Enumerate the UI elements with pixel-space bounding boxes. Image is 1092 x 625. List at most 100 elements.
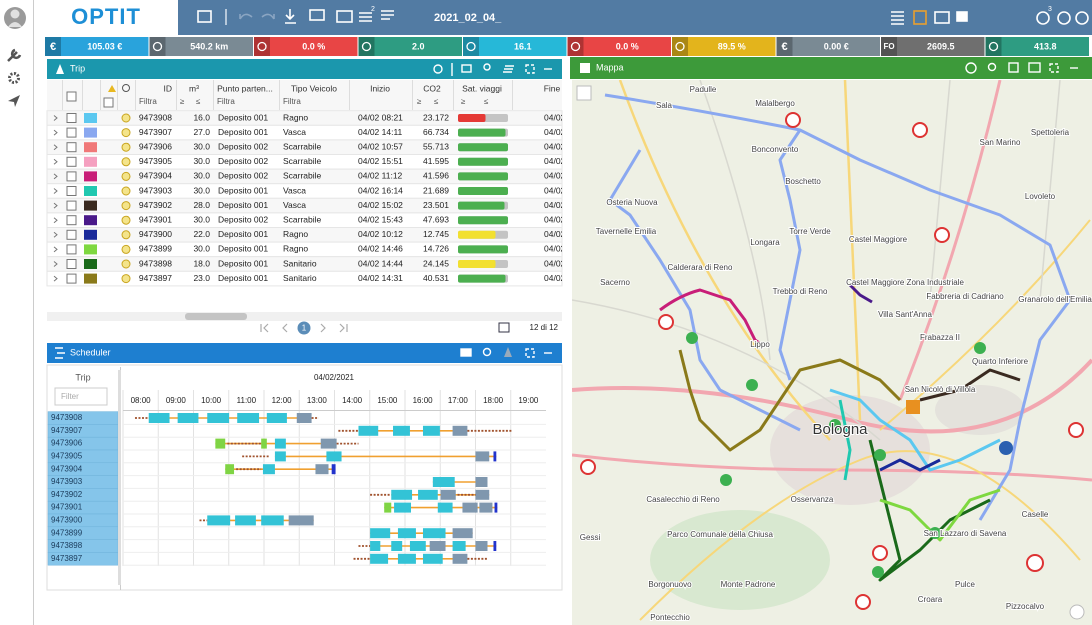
current-page[interactable] (297, 321, 311, 335)
expand-icon[interactable] (525, 64, 535, 74)
filter-cell[interactable]: Filtra (283, 97, 301, 106)
trip-filter[interactable] (54, 387, 108, 406)
row-checkbox[interactable] (66, 171, 77, 182)
prev-page[interactable] (282, 323, 288, 333)
sort-icon[interactable] (381, 10, 394, 20)
activity-bar[interactable] (422, 528, 446, 539)
activity-bar[interactable] (215, 438, 226, 449)
activity-bar[interactable] (288, 515, 314, 526)
expand-arrow[interactable] (53, 202, 58, 209)
globe-icon[interactable] (1075, 11, 1089, 25)
activity-bar[interactable] (177, 413, 199, 423)
monitor-icon[interactable] (309, 9, 325, 21)
expand-arrow[interactable] (53, 261, 58, 267)
activity-bar[interactable] (261, 515, 284, 526)
filter-cell[interactable]: Filtra (139, 97, 157, 106)
expand-arrow[interactable] (53, 246, 58, 253)
marker[interactable] (720, 474, 732, 486)
activity-bar[interactable] (452, 553, 468, 564)
truck-icon[interactable] (461, 64, 472, 73)
activity-bar[interactable] (391, 489, 413, 500)
filter-cell[interactable]: ≥ (417, 97, 422, 106)
activity-bar[interactable] (393, 425, 410, 436)
map[interactable]: Padulle Malalbergo Sala Bonconvento San Mari… (572, 80, 1092, 625)
info-icon[interactable] (965, 62, 977, 74)
pin-icon[interactable] (483, 63, 491, 71)
search-icon[interactable] (987, 62, 997, 72)
activity-bar[interactable] (331, 464, 336, 475)
expand-arrow[interactable] (53, 217, 58, 224)
activity-bar[interactable] (475, 477, 488, 487)
list-icon[interactable] (359, 12, 372, 22)
expand-arrow[interactable] (53, 129, 58, 136)
activity-bar[interactable] (397, 553, 416, 564)
message-icon[interactable] (934, 11, 950, 24)
expand-icon[interactable] (1049, 63, 1059, 73)
activity-bar[interactable] (432, 477, 455, 487)
activity-bar[interactable] (475, 541, 488, 551)
activity-bar[interactable] (235, 515, 256, 526)
row-checkbox[interactable] (66, 200, 77, 211)
undo-icon[interactable] (239, 13, 253, 20)
activity-bar[interactable] (452, 528, 473, 539)
marker[interactable] (686, 332, 698, 344)
activity-bar[interactable] (261, 438, 267, 449)
row-checkbox[interactable] (66, 244, 77, 255)
activity-bar[interactable] (237, 413, 260, 423)
activity-bar[interactable] (493, 541, 497, 551)
zoom-in[interactable] (576, 85, 592, 101)
activity-bar[interactable] (475, 489, 490, 500)
filter-box[interactable] (103, 97, 114, 108)
row-checkbox[interactable] (66, 273, 77, 284)
row-checkbox[interactable] (66, 229, 77, 240)
activity-bar[interactable] (437, 502, 453, 513)
lines-icon[interactable] (503, 65, 514, 73)
activity-bar[interactable] (225, 464, 235, 475)
redo-icon[interactable] (261, 13, 275, 20)
screen-icon[interactable] (1028, 62, 1041, 73)
activity-bar[interactable] (394, 502, 411, 513)
expand-icon[interactable] (525, 348, 535, 358)
activity-bar[interactable] (391, 541, 403, 551)
activity-bar[interactable] (418, 489, 438, 500)
activity-bar[interactable] (493, 451, 497, 462)
expand-arrow[interactable] (53, 275, 58, 282)
truck-marker[interactable] (999, 441, 1013, 455)
row-checkbox[interactable] (66, 127, 77, 138)
filter-cell[interactable]: ≤ (434, 97, 439, 106)
search-icon[interactable] (482, 347, 492, 357)
expand-arrow[interactable] (53, 144, 58, 151)
activity-bar[interactable] (422, 553, 443, 564)
settings-icon[interactable] (8, 72, 20, 84)
tools-icon[interactable] (7, 48, 22, 62)
filter-cell[interactable]: ≥ (180, 97, 185, 106)
filter-cell[interactable]: Filtra (217, 97, 235, 106)
activity-bar[interactable] (207, 413, 230, 423)
activity-bar[interactable] (475, 451, 490, 462)
truck-icon[interactable] (460, 348, 472, 357)
navigation-icon[interactable] (8, 95, 20, 107)
activity-bar[interactable] (320, 438, 337, 449)
login-icon[interactable] (1008, 62, 1019, 73)
activity-bar[interactable] (494, 502, 498, 513)
marker[interactable] (746, 379, 758, 391)
filter-cell[interactable]: ≥ (461, 97, 466, 106)
activity-bar[interactable] (479, 502, 493, 513)
activity-bar[interactable] (326, 451, 342, 462)
depot-marker[interactable] (906, 400, 920, 414)
marker[interactable] (872, 566, 884, 578)
row-checkbox[interactable] (66, 259, 77, 269)
activity-bar[interactable] (462, 502, 478, 513)
activity-bar[interactable] (148, 413, 170, 423)
activity-bar[interactable] (384, 502, 392, 513)
timer-icon[interactable] (1036, 11, 1050, 25)
table-row[interactable] (46, 270, 563, 287)
activity-bar[interactable] (262, 464, 275, 475)
expand-arrow[interactable] (53, 188, 58, 194)
filter-cell[interactable]: ≤ (484, 97, 489, 106)
calc-icon[interactable] (197, 10, 212, 23)
row-checkbox[interactable] (66, 215, 77, 226)
activity-bar[interactable] (452, 425, 468, 436)
activity-bar[interactable] (370, 541, 381, 551)
activity-bar[interactable] (397, 528, 416, 539)
